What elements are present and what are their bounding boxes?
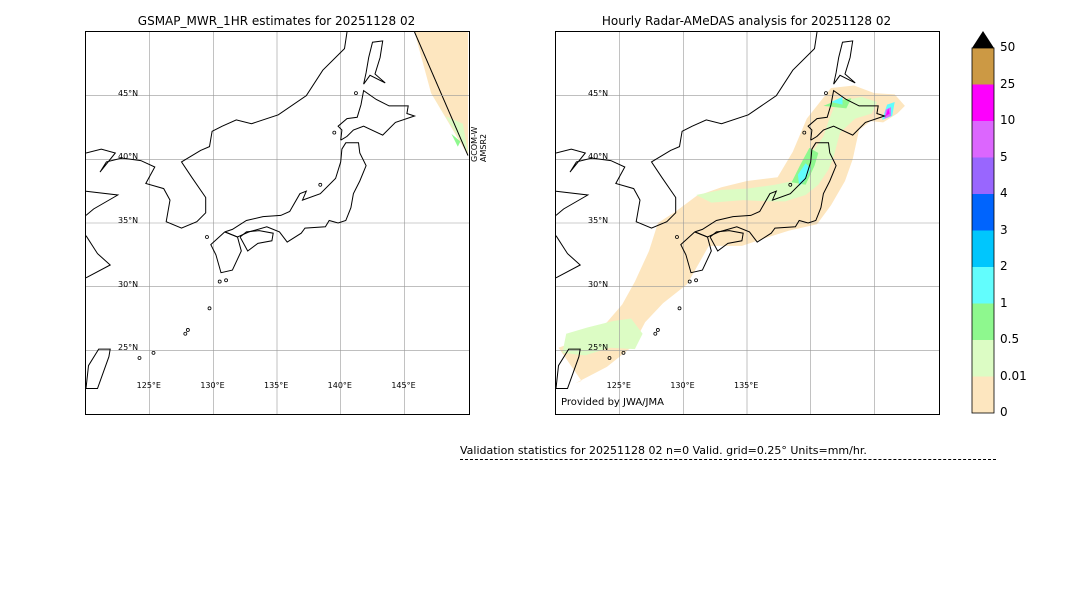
colorbar-tick-label: 4 (1000, 186, 1008, 200)
colorbar-tick-label: 0.01 (1000, 368, 1027, 383)
island (788, 182, 793, 187)
lon-label: 135°E (734, 381, 759, 390)
lat-label: 40°N (588, 152, 609, 162)
colorbar-tick-label: 5 (1000, 149, 1008, 164)
coastline (556, 348, 581, 389)
right-map (555, 31, 940, 415)
lat-label: 40°N (118, 152, 139, 162)
island (183, 331, 188, 336)
island (151, 350, 156, 355)
island (137, 356, 142, 360)
precip-area-2 (696, 96, 877, 203)
lat-label: 35°N (588, 216, 609, 225)
lat-label: 45°N (118, 88, 139, 98)
lon-label: 125°E (606, 381, 631, 390)
island (687, 279, 692, 284)
coastline (337, 89, 417, 141)
coastline (224, 142, 367, 243)
island (207, 306, 212, 311)
coastline (86, 190, 120, 216)
island (653, 331, 658, 336)
colorbar-extend-arrow (972, 31, 994, 48)
colorbar-segment (972, 376, 994, 413)
coastline (556, 32, 818, 229)
lon-label: 140°E (327, 381, 352, 390)
colorbar-segment (972, 48, 994, 85)
colorbar-frame (971, 47, 995, 414)
island (332, 130, 337, 135)
coastline (807, 89, 887, 141)
island (185, 328, 190, 332)
colorbar-tick-label: 3 (1000, 222, 1008, 237)
coastline (86, 348, 111, 389)
colorbar-tick-label: 0.5 (1000, 332, 1020, 346)
lat-label: 30°N (118, 279, 139, 289)
coastline (210, 231, 242, 274)
colorbar-tick-label: 1 (1000, 295, 1008, 310)
colorbar-segment (972, 340, 994, 377)
island (354, 91, 358, 96)
lat-label: 45°N (588, 88, 609, 98)
lon-label: 130°E (670, 381, 695, 390)
lon-label: 130°E (200, 381, 225, 390)
colorbar-tick-label: 50 (1000, 40, 1016, 54)
lat-label: 30°N (588, 279, 609, 289)
lon-label: 125°E (136, 381, 161, 390)
lat-label: 35°N (118, 216, 139, 225)
colorbar-segment (972, 230, 994, 267)
colorbar-tick-label: 10 (1000, 113, 1016, 127)
island (694, 278, 698, 283)
coastline (556, 235, 582, 279)
island (655, 328, 660, 332)
colorbar-tick-label: 0 (1000, 405, 1008, 419)
credit-text: Provided by JWA/JMA (561, 397, 664, 408)
coastline (363, 40, 386, 85)
coastline (556, 190, 590, 216)
lon-label: 145°E (391, 381, 416, 390)
island (677, 306, 682, 311)
island (224, 278, 228, 283)
left-map (85, 31, 470, 415)
coastline (694, 142, 837, 243)
colorbar (971, 31, 995, 414)
island (217, 279, 222, 284)
colorbar-tick-label: 2 (1000, 259, 1008, 273)
satellite-label: GCOM-W AMSR2 (470, 126, 488, 162)
precip-area-6 (831, 96, 843, 105)
precip-area-9 (885, 108, 890, 116)
island (318, 182, 323, 187)
coastline (680, 231, 712, 274)
island (824, 91, 828, 96)
left-map-title: GSMAP_MWR_1HR estimates for 20251128 02 (137, 14, 416, 28)
swath-edge (414, 32, 469, 156)
island (621, 350, 626, 355)
precip-area-1 (562, 318, 643, 356)
island (205, 235, 209, 239)
colorbar-segment (972, 121, 994, 158)
lat-label: 25°N (588, 343, 609, 353)
left-map-canvas (86, 32, 469, 414)
island (607, 356, 612, 360)
coastline (86, 32, 348, 229)
colorbar-segment (972, 84, 994, 121)
right-map-canvas (556, 32, 939, 414)
colorbar-segment (972, 303, 994, 340)
coastline (86, 235, 112, 279)
colorbar-tick-label: 25 (1000, 76, 1016, 91)
lon-label: 135°E (264, 381, 289, 390)
right-map-title: Hourly Radar-AMeDAS analysis for 2025112… (601, 14, 892, 28)
colorbar-segment (972, 194, 994, 231)
colorbar-segment (972, 157, 994, 194)
island (802, 130, 807, 135)
precip-area-4 (797, 163, 811, 187)
island (675, 235, 679, 239)
colorbar-segment (972, 267, 994, 304)
precip-area (431, 93, 468, 153)
precip-area (451, 133, 461, 147)
validation-statistics: Validation statistics for 20251128 02 n=… (460, 444, 996, 460)
lat-label: 25°N (118, 343, 139, 353)
coastline (833, 40, 856, 85)
